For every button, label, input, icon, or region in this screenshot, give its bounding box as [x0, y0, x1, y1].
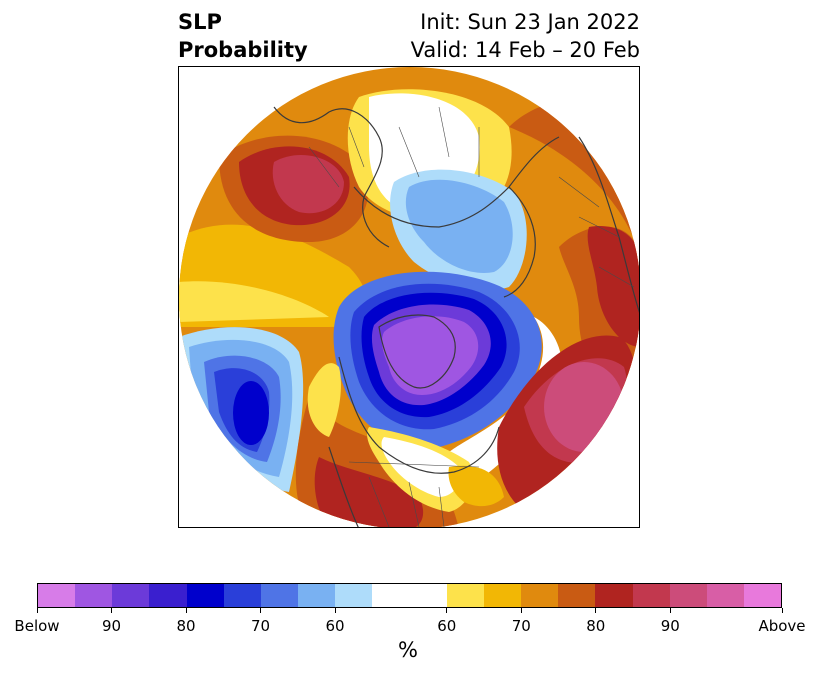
- colorbar-tick: [185, 608, 187, 613]
- colorbar-tick-label: 70: [250, 617, 271, 635]
- colorbar: [37, 583, 782, 608]
- colorbar-segment: [112, 584, 150, 607]
- coastline-arctic: [353, 136, 560, 228]
- colorbar-segment: [521, 584, 559, 607]
- colorbar-segment: [260, 584, 299, 607]
- field-white-east-gap: [439, 317, 563, 487]
- valid-date: Valid: 14 Feb – 20 Feb: [410, 38, 640, 62]
- date-block: Init: Sun 23 Jan 2022 Valid: 14 Feb – 20…: [411, 8, 640, 64]
- colorbar-segment: [483, 584, 522, 607]
- colorbar-segment: [298, 584, 336, 607]
- colorbar-segment: [669, 584, 707, 607]
- field-yellow-westcoast: [307, 363, 341, 437]
- colorbar-segment: [149, 584, 187, 607]
- colorbar-tick-label: 90: [660, 617, 680, 635]
- coastline-north-america: [338, 356, 500, 474]
- colorbar-segment: [446, 584, 484, 607]
- colorbar-segment: [186, 584, 224, 607]
- coastline-mexico: [328, 446, 359, 527]
- borders-europe: [558, 176, 635, 288]
- colorbar-segment: [372, 584, 410, 607]
- probability-field: [179, 67, 639, 527]
- probability-map: [179, 67, 639, 527]
- colorbar-tick-label: 80: [176, 617, 196, 635]
- field-navy-pacific: [233, 381, 269, 445]
- title-line-2: Probability: [178, 38, 308, 62]
- map-panel: [178, 66, 640, 528]
- colorbar-tick: [36, 608, 38, 613]
- colorbar-tick-label: 90: [101, 617, 122, 635]
- field-purple-canada: [381, 316, 479, 395]
- field-light-blue-arctic: [405, 179, 513, 273]
- colorbar-segment: [223, 584, 261, 607]
- colorbar-tick: [446, 608, 448, 613]
- field-yellow-atlantic: [448, 465, 504, 507]
- colorbar-tick-label: 80: [586, 617, 606, 635]
- coastline-hudson-bay: [378, 314, 456, 389]
- borders-north: [308, 106, 480, 188]
- coastline-asia: [273, 106, 390, 248]
- colorbar-tick-label: 70: [511, 617, 531, 635]
- colorbar-tick-label: Below: [14, 617, 60, 635]
- field-rose-atlantic: [544, 362, 624, 452]
- colorbar-tick: [520, 608, 522, 613]
- colorbar-tick: [595, 608, 597, 613]
- colorbar-segment: [706, 584, 744, 607]
- title-line-1: SLP: [178, 10, 222, 34]
- colorbar-tick: [669, 608, 671, 613]
- colorbar-tick-label: Above: [758, 617, 806, 635]
- colorbar-tick: [111, 608, 112, 613]
- field-red-us: [314, 457, 424, 527]
- colorbar-tick: [260, 608, 261, 613]
- colorbar-segment: [335, 584, 373, 607]
- colorbar-segment: [558, 584, 596, 607]
- colorbar-tick-label: 60: [325, 617, 345, 635]
- colorbar-tick-label: 60: [437, 617, 457, 635]
- borders-us: [348, 461, 480, 527]
- colorbar-tick: [781, 608, 783, 613]
- colorbar-unit: %: [398, 638, 418, 662]
- field-red-east: [587, 226, 639, 347]
- coastline-greenland: [503, 186, 536, 298]
- colorbar-segment: [409, 584, 447, 607]
- colorbar-tick: [334, 608, 336, 613]
- field-light-yellow-west: [179, 281, 329, 322]
- colorbar-segment: [632, 584, 670, 607]
- field-white-us: [381, 437, 461, 497]
- init-date: Init: Sun 23 Jan 2022: [420, 10, 640, 34]
- colorbar-segment: [595, 584, 633, 607]
- colorbar-segment: [743, 584, 782, 607]
- colorbar-segment: [38, 584, 76, 607]
- borders: [308, 106, 635, 527]
- title-block: SLP Probability: [178, 8, 308, 64]
- colorbar-segment: [75, 584, 113, 607]
